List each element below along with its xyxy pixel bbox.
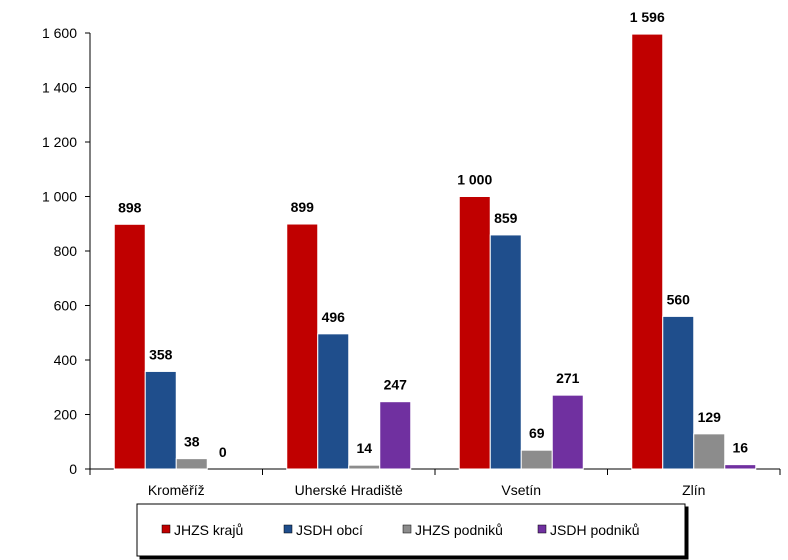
bar [175,458,208,470]
data-label: 496 [322,309,346,325]
data-label: 1 596 [630,9,665,25]
x-tick-label: Kroměříž [148,482,205,498]
x-tick-label: Vsetín [501,482,541,498]
legend-label: JSDH podniků [550,522,640,538]
bar [724,464,757,470]
data-label: 1 000 [457,172,492,188]
y-tick-label: 1 600 [42,25,77,41]
y-tick-label: 1 200 [42,134,77,150]
chart-axes: 0 200 400 600 800 1 000 1 200 1 400 1 600 Kroměří… [42,25,781,498]
y-tick-label: 1 400 [42,80,77,96]
legend-swatch [402,524,412,534]
chart-legend: JHZS krajů JSDH obcí JHZS podniků JSDH podn… [136,503,686,557]
data-label: 0 [219,444,227,460]
bar [144,370,177,470]
y-tick-label: 0 [69,461,77,477]
bar [551,394,584,470]
y-tick-label: 1 000 [42,189,77,205]
x-tick-label: Uherské Hradiště [295,482,403,498]
data-label: 899 [291,199,315,215]
legend-swatch [161,524,171,534]
data-label: 16 [732,440,748,456]
data-label: 129 [698,409,722,425]
chart-data-labels: 898 358 38 0 899 496 14 247 1 000 859 69 271 1 596 56… [118,9,748,460]
bar [489,234,522,470]
data-label: 38 [184,434,200,450]
bar [693,433,726,470]
legend-label: JHZS podniků [415,522,503,538]
data-label: 358 [149,346,173,362]
legend-swatch [283,524,293,534]
y-tick-label: 200 [54,407,78,423]
legend-swatch [537,524,547,534]
bar [458,196,491,470]
y-tick-label: 400 [54,352,78,368]
data-label: 69 [529,425,545,441]
x-tick-label: Zlín [682,482,705,498]
data-label: 247 [384,377,408,393]
bar [520,449,553,470]
bar [662,315,695,470]
legend-label: JHZS krajů [174,522,243,538]
data-label: 859 [494,210,518,226]
bar [113,223,146,470]
legend-label: JSDH obcí [296,522,363,538]
bar [286,223,319,470]
bar [317,333,350,470]
data-label: 14 [356,440,372,456]
y-tick-label: 600 [54,298,78,314]
y-tick-label: 800 [54,243,78,259]
bar [631,33,664,470]
data-label: 560 [667,291,691,307]
bar [348,464,381,470]
bar [379,401,412,470]
chart-bars [113,33,757,470]
data-label: 898 [118,199,142,215]
data-label: 271 [556,370,580,386]
